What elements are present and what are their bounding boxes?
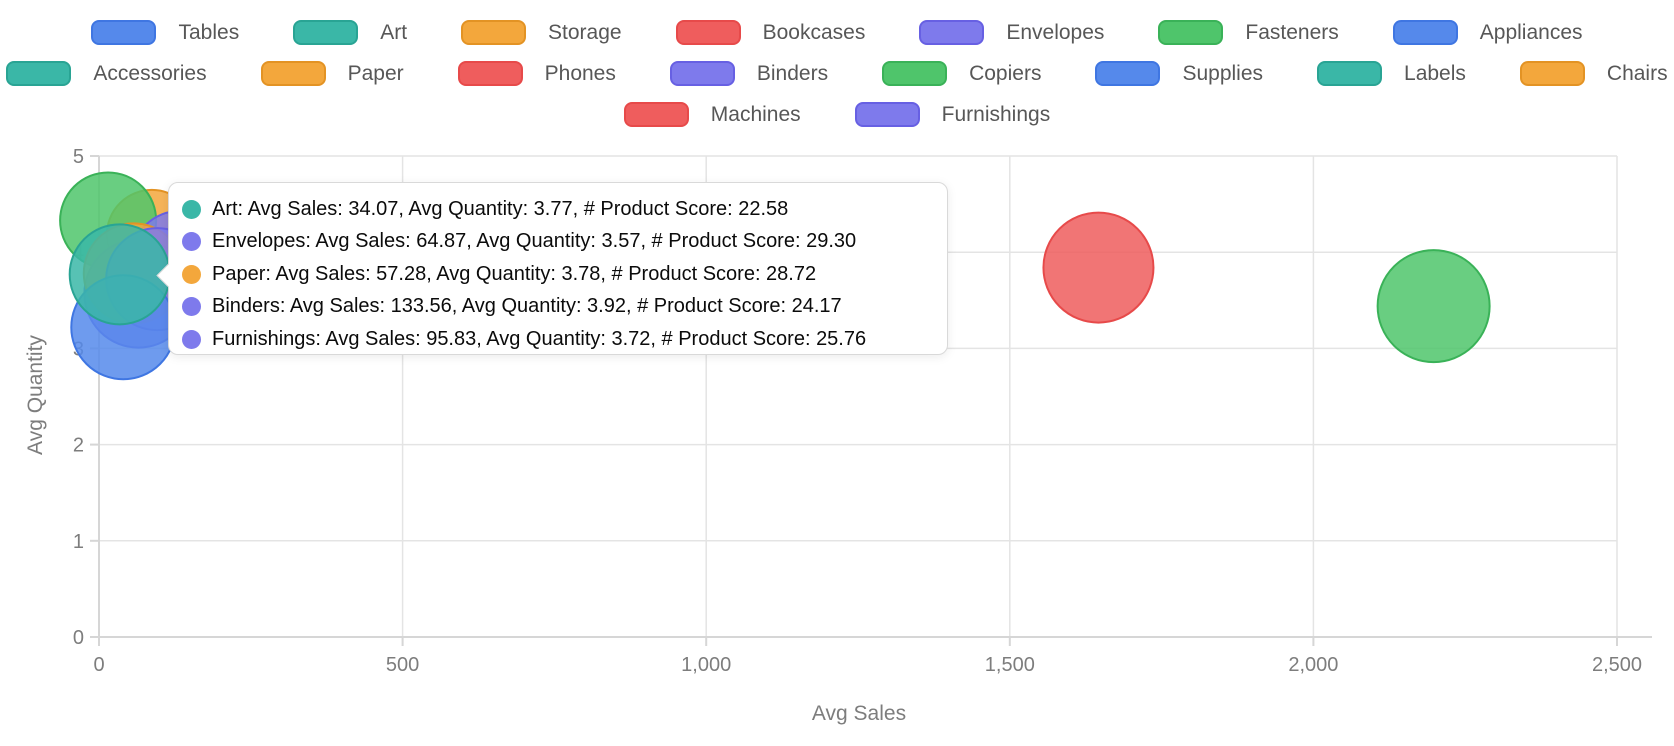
tooltip-row-furnishings: Furnishings: Avg Sales: 95.83, Avg Quant… (182, 323, 947, 356)
legend-label: Tables (178, 20, 240, 44)
legend-label: Copiers (969, 61, 1042, 85)
legend-swatch-icon (623, 102, 689, 127)
legend-row-1: Tables Art Storage Bookcases Envelopes Fasten… (0, 18, 1674, 47)
legend-label: Accessories (93, 61, 207, 85)
legend-item-envelopes[interactable]: Envelopes (919, 20, 1104, 45)
bubble-green-9[interactable] (1376, 249, 1491, 364)
x-tick-label: 0 (93, 654, 104, 676)
legend-swatch-icon (457, 61, 523, 86)
legend-item-tables[interactable]: Tables (91, 20, 239, 45)
legend-item-chairs[interactable]: Chairs (1519, 61, 1668, 86)
tooltip-dot-icon (182, 232, 201, 252)
legend-swatch-icon (293, 20, 359, 45)
legend-item-machines[interactable]: Machines (623, 102, 801, 127)
legend-label: Furnishings (941, 102, 1051, 126)
legend-swatch-icon (1095, 61, 1161, 86)
legend-swatch-icon (1158, 20, 1224, 45)
chart-legend: Tables Art Storage Bookcases Envelopes Fasten… (0, 18, 1674, 129)
tooltip-dot-icon (182, 297, 201, 317)
tooltip-row-paper: Paper: Avg Sales: 57.28, Avg Quantity: 3… (182, 258, 947, 291)
legend-item-paper[interactable]: Paper (260, 61, 404, 86)
legend-item-art[interactable]: Art (293, 20, 407, 45)
legend-item-storage[interactable]: Storage (461, 20, 622, 45)
tooltip-text: Furnishings: Avg Sales: 95.83, Avg Quant… (212, 327, 867, 350)
legend-label: Supplies (1182, 61, 1264, 85)
legend-row-2: Accessories Paper Phones Binders Copiers Supp… (0, 59, 1674, 88)
legend-label: Binders (756, 61, 829, 85)
legend-label: Envelopes (1006, 20, 1105, 44)
tooltip-dot-icon (182, 199, 201, 219)
legend-swatch-icon (6, 61, 72, 86)
tooltip-dot-icon (182, 264, 201, 284)
legend-swatch-icon (1519, 61, 1585, 86)
legend-label: Art (380, 20, 408, 44)
legend-item-supplies[interactable]: Supplies (1095, 61, 1263, 86)
y-tick-label: 0 (73, 627, 84, 649)
legend-row-3: Machines Furnishings (0, 100, 1674, 129)
y-axis-title: Avg Quantity (24, 335, 47, 455)
legend-label: Bookcases (762, 20, 866, 44)
legend-label: Appliances (1479, 20, 1583, 44)
legend-swatch-icon (1392, 20, 1458, 45)
tooltip-dot-icon (182, 329, 201, 349)
y-tick-label: 5 (73, 146, 84, 168)
tooltip-text: Envelopes: Avg Sales: 64.87, Avg Quantit… (212, 230, 857, 253)
x-tick-label: 2,500 (1592, 654, 1642, 676)
legend-swatch-icon (91, 20, 157, 45)
legend-label: Labels (1404, 61, 1466, 85)
legend-swatch-icon (669, 61, 735, 86)
x-tick-label: 500 (386, 654, 419, 676)
tooltip-text: Art: Avg Sales: 34.07, Avg Quantity: 3.7… (212, 197, 789, 220)
tooltip-text: Binders: Avg Sales: 133.56, Avg Quantity… (212, 295, 842, 318)
legend-swatch-icon (1317, 61, 1383, 86)
legend-label: Machines (710, 102, 801, 126)
bubble-art[interactable] (68, 223, 171, 326)
legend-swatch-icon (461, 20, 527, 45)
legend-label: Storage (548, 20, 622, 44)
legend-item-copiers[interactable]: Copiers (882, 61, 1041, 86)
legend-label: Paper (347, 61, 404, 85)
legend-item-fasteners[interactable]: Fasteners (1158, 20, 1339, 45)
legend-item-labels[interactable]: Labels (1317, 61, 1466, 86)
x-tick-label: 1,500 (985, 654, 1035, 676)
x-axis-title: Avg Sales (811, 702, 907, 725)
tooltip-row-art: Art: Avg Sales: 34.07, Avg Quantity: 3.7… (182, 193, 947, 226)
tooltip-row-binders: Binders: Avg Sales: 133.56, Avg Quantity… (182, 291, 947, 324)
legend-label: Phones (544, 61, 616, 85)
y-tick-label: 2 (73, 435, 84, 457)
legend-item-phones[interactable]: Phones (457, 61, 616, 86)
legend-swatch-icon (675, 20, 741, 45)
y-tick-label: 1 (73, 531, 84, 553)
chart-tooltip: Art: Avg Sales: 34.07, Avg Quantity: 3.7… (156, 182, 948, 356)
legend-item-binders[interactable]: Binders (669, 61, 829, 86)
legend-item-appliances[interactable]: Appliances (1392, 20, 1583, 45)
legend-item-accessories[interactable]: Accessories (6, 61, 207, 86)
legend-item-furnishings[interactable]: Furnishings (854, 102, 1051, 127)
legend-item-bookcases[interactable]: Bookcases (675, 20, 866, 45)
legend-swatch-icon (882, 61, 948, 86)
legend-label: Fasteners (1245, 20, 1339, 44)
tooltip-row-envelopes: Envelopes: Avg Sales: 64.87, Avg Quantit… (182, 226, 947, 259)
legend-swatch-icon (919, 20, 985, 45)
x-tick-label: 1,000 (681, 654, 731, 676)
bubble-red-8[interactable] (1042, 211, 1155, 324)
legend-swatch-icon (854, 102, 920, 127)
x-tick-label: 2,000 (1288, 654, 1338, 676)
legend-swatch-icon (260, 61, 326, 86)
legend-label: Chairs (1606, 61, 1668, 85)
tooltip-text: Paper: Avg Sales: 57.28, Avg Quantity: 3… (212, 262, 817, 285)
